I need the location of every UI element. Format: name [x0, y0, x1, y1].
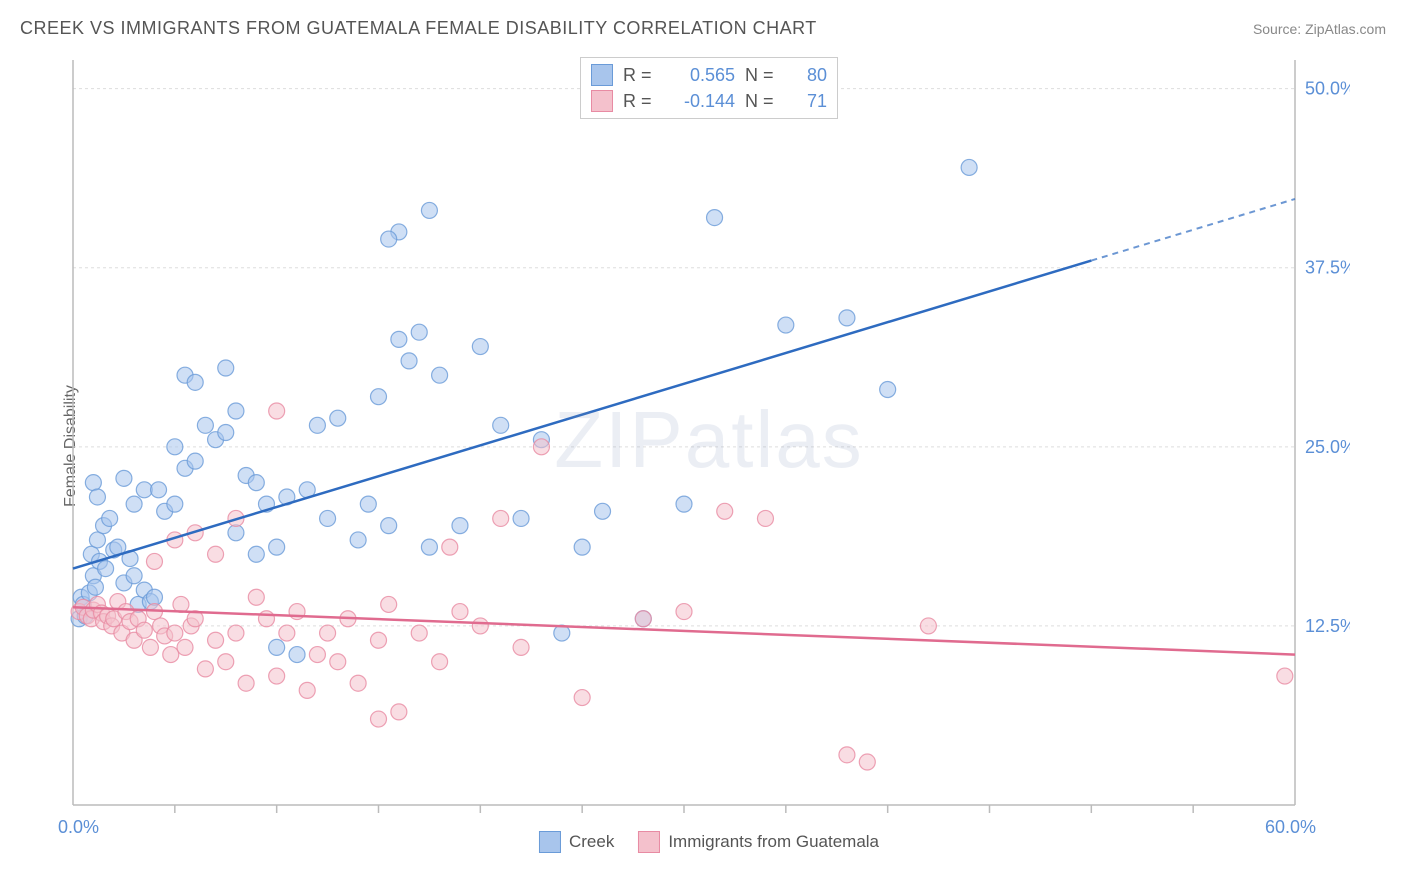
svg-text:50.0%: 50.0%: [1305, 79, 1350, 99]
legend-swatch-guatemala-icon: [638, 831, 660, 853]
legend-swatch-guatemala: [591, 90, 613, 112]
svg-text:37.5%: 37.5%: [1305, 258, 1350, 278]
chart-header: CREEK VS IMMIGRANTS FROM GUATEMALA FEMAL…: [20, 18, 1386, 39]
legend-stats-row-2: R = -0.144 N = 71: [591, 88, 827, 114]
source-link[interactable]: ZipAtlas.com: [1305, 21, 1386, 37]
n-label: N =: [745, 88, 777, 114]
legend-stats-row-1: R = 0.565 N = 80: [591, 62, 827, 88]
correlation-legend: R = 0.565 N = 80 R = -0.144 N = 71: [580, 57, 838, 119]
chart-source: Source: ZipAtlas.com: [1253, 21, 1386, 37]
r-label: R =: [623, 62, 655, 88]
chart-title: CREEK VS IMMIGRANTS FROM GUATEMALA FEMAL…: [20, 18, 817, 39]
n-label: N =: [745, 62, 777, 88]
series-legend: Creek Immigrants from Guatemala: [539, 831, 879, 853]
r-value-guatemala: -0.144: [665, 88, 735, 114]
r-label: R =: [623, 88, 655, 114]
legend-label-guatemala: Immigrants from Guatemala: [668, 832, 879, 852]
x-axis-min-label: 0.0%: [58, 817, 99, 838]
n-value-guatemala: 71: [787, 88, 827, 114]
svg-text:12.5%: 12.5%: [1305, 616, 1350, 636]
source-prefix: Source:: [1253, 21, 1305, 37]
chart-area: 12.5%25.0%37.5%50.0% ZIPatlas R = 0.565 …: [50, 55, 1350, 825]
legend-swatch-creek: [591, 64, 613, 86]
legend-label-creek: Creek: [569, 832, 614, 852]
scatter-plot-svg: 12.5% 25.0% 37.5% 50.0%: [68, 55, 1350, 825]
plot-region: 12.5%25.0%37.5%50.0% ZIPatlas R = 0.565 …: [68, 55, 1350, 825]
svg-text:25.0%: 25.0%: [1305, 437, 1350, 457]
legend-item-creek: Creek: [539, 831, 614, 853]
n-value-creek: 80: [787, 62, 827, 88]
legend-swatch-creek-icon: [539, 831, 561, 853]
r-value-creek: 0.565: [665, 62, 735, 88]
legend-item-guatemala: Immigrants from Guatemala: [638, 831, 879, 853]
x-axis-max-label: 60.0%: [1265, 817, 1316, 838]
